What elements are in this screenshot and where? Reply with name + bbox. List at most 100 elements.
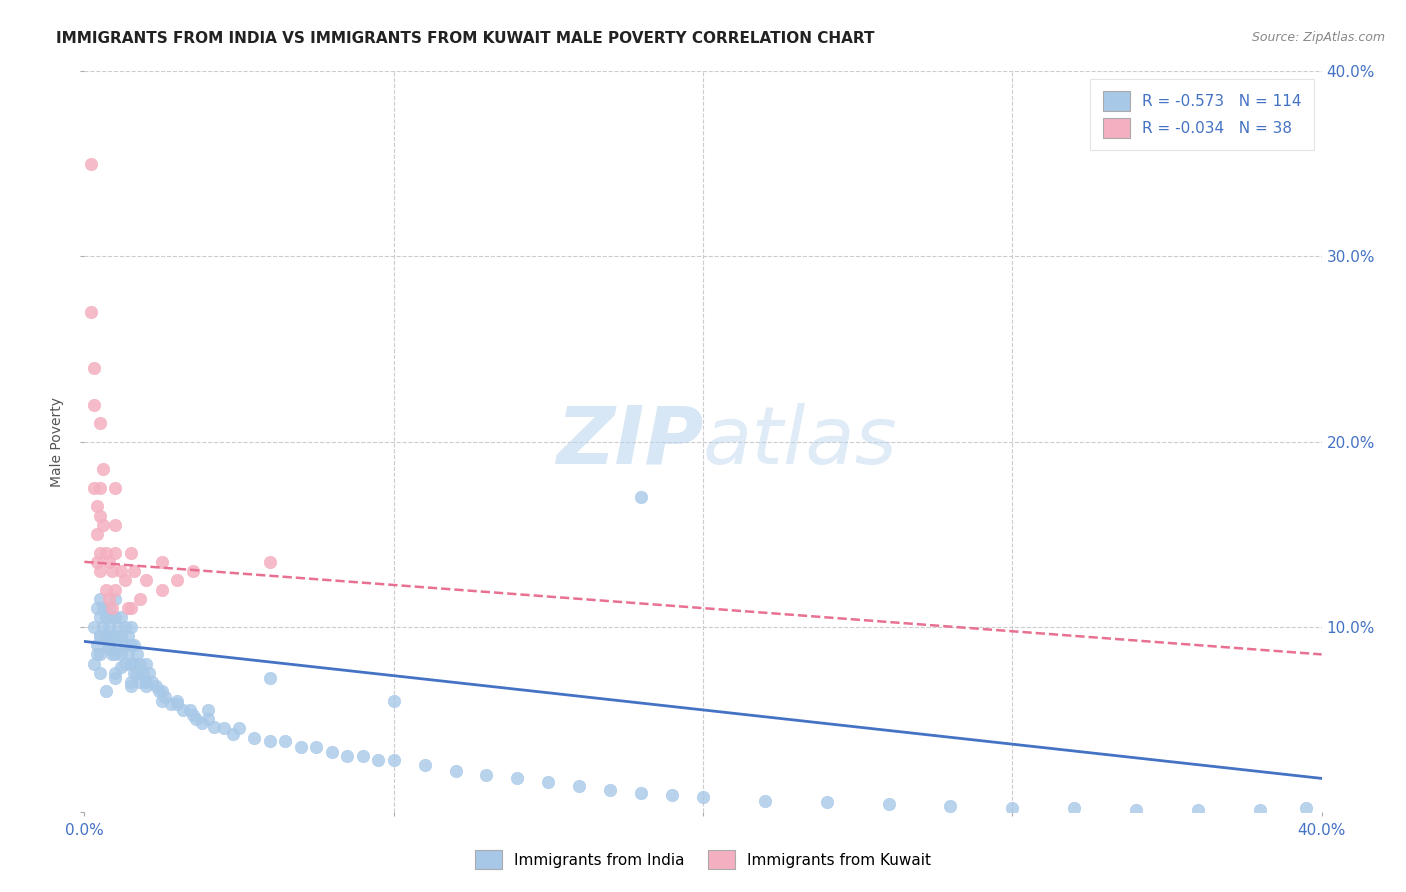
- Point: [181, 564, 204, 578]
- Point: [86, 638, 108, 652]
- Point: [228, 722, 250, 736]
- Point: [89, 610, 111, 624]
- Point: [83, 398, 105, 412]
- Point: [94, 582, 117, 597]
- Point: [89, 629, 111, 643]
- Point: [122, 657, 145, 671]
- Point: [120, 545, 142, 560]
- Point: [89, 416, 111, 430]
- Point: [138, 665, 160, 680]
- Point: [117, 629, 139, 643]
- Point: [1001, 801, 1024, 815]
- Point: [98, 638, 121, 652]
- Text: ZIP: ZIP: [555, 402, 703, 481]
- Point: [83, 619, 105, 633]
- Point: [110, 648, 132, 662]
- Point: [259, 734, 281, 748]
- Point: [104, 591, 127, 606]
- Point: [114, 638, 136, 652]
- Point: [104, 648, 127, 662]
- Point: [568, 779, 591, 793]
- Point: [877, 797, 900, 812]
- Point: [135, 657, 157, 671]
- Point: [197, 712, 219, 726]
- Point: [413, 758, 436, 772]
- Text: IMMIGRANTS FROM INDIA VS IMMIGRANTS FROM KUWAIT MALE POVERTY CORRELATION CHART: IMMIGRANTS FROM INDIA VS IMMIGRANTS FROM…: [56, 31, 875, 46]
- Point: [122, 665, 145, 680]
- Point: [352, 749, 374, 764]
- Point: [86, 648, 108, 662]
- Point: [243, 731, 266, 745]
- Point: [83, 657, 105, 671]
- Point: [141, 675, 163, 690]
- Legend: R = -0.573   N = 114, R = -0.034   N = 38: R = -0.573 N = 114, R = -0.034 N = 38: [1090, 79, 1315, 151]
- Point: [153, 690, 176, 704]
- Point: [212, 722, 235, 736]
- Point: [104, 665, 127, 680]
- Point: [382, 694, 405, 708]
- Point: [86, 601, 108, 615]
- Point: [83, 481, 105, 495]
- Point: [692, 789, 714, 804]
- Point: [89, 648, 111, 662]
- Point: [120, 638, 142, 652]
- Point: [104, 672, 127, 686]
- Point: [184, 712, 207, 726]
- Point: [89, 665, 111, 680]
- Point: [336, 749, 359, 764]
- Point: [114, 657, 136, 671]
- Point: [89, 564, 111, 578]
- Point: [129, 657, 152, 671]
- Point: [104, 629, 127, 643]
- Point: [120, 657, 142, 671]
- Point: [135, 675, 157, 690]
- Point: [754, 794, 776, 808]
- Point: [630, 786, 652, 800]
- Point: [129, 591, 152, 606]
- Point: [150, 582, 173, 597]
- Point: [91, 517, 114, 532]
- Point: [444, 764, 467, 778]
- Point: [537, 775, 560, 789]
- Point: [135, 679, 157, 693]
- Point: [197, 703, 219, 717]
- Point: [94, 545, 117, 560]
- Point: [120, 675, 142, 690]
- Point: [120, 679, 142, 693]
- Point: [114, 619, 136, 633]
- Point: [79, 305, 101, 319]
- Point: [94, 684, 117, 698]
- Point: [290, 739, 312, 754]
- Point: [104, 517, 127, 532]
- Point: [89, 481, 111, 495]
- Point: [86, 555, 108, 569]
- Point: [120, 619, 142, 633]
- Point: [110, 564, 132, 578]
- Point: [114, 574, 136, 588]
- Point: [1249, 803, 1271, 817]
- Point: [661, 788, 683, 802]
- Point: [160, 698, 183, 712]
- Point: [117, 648, 139, 662]
- Point: [98, 591, 121, 606]
- Point: [122, 638, 145, 652]
- Point: [104, 481, 127, 495]
- Point: [179, 703, 201, 717]
- Point: [382, 753, 405, 767]
- Point: [367, 753, 389, 767]
- Point: [166, 574, 188, 588]
- Point: [475, 767, 498, 781]
- Point: [101, 629, 124, 643]
- Point: [120, 601, 142, 615]
- Point: [630, 490, 652, 504]
- Point: [89, 591, 111, 606]
- Point: [91, 619, 114, 633]
- Point: [1187, 803, 1209, 817]
- Point: [1063, 801, 1085, 815]
- Point: [150, 555, 173, 569]
- Point: [110, 660, 132, 674]
- Point: [86, 500, 108, 514]
- Point: [98, 619, 121, 633]
- Point: [191, 715, 214, 730]
- Point: [104, 545, 127, 560]
